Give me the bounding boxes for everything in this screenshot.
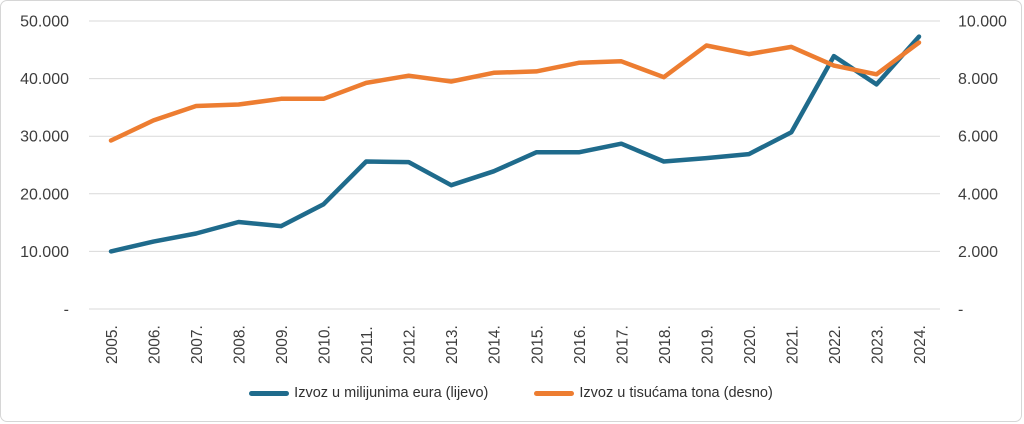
y-axis-tick-label-right: 10.000 [958, 14, 1007, 31]
y-axis-tick-label-right: - [958, 302, 963, 319]
x-axis-tick-label: 2006. [147, 325, 164, 364]
legend-entry-eura: Izvoz u milijunima eura (lijevo) [249, 385, 488, 401]
x-axis-tick-label: 2017. [614, 325, 631, 364]
y-axis-tick-label-right: 4.000 [958, 186, 998, 203]
x-axis-tick-label: 2009. [274, 325, 291, 364]
y-axis-tick-label-left: 10.000 [20, 244, 69, 261]
y-axis-tick-label-left: 40.000 [20, 71, 69, 88]
x-axis-tick-label: 2012. [402, 325, 419, 364]
y-axis-tick-label-left: 50.000 [20, 14, 69, 31]
x-axis-tick-label: 2011. [359, 326, 376, 364]
legend-entry-tona: Izvoz u tisućama tona (desno) [534, 385, 773, 401]
chart-legend: Izvoz u milijunima eura (lijevo) Izvoz u… [1, 385, 1021, 401]
x-axis-tick-label: 2005. [104, 325, 121, 364]
x-axis-tick-label: 2013. [444, 325, 461, 364]
series-line-tona [108, 40, 922, 143]
y-axis-tick-label-left: 30.000 [20, 129, 69, 146]
x-axis-tick-label: 2021. [784, 325, 801, 364]
legend-line-sample-orange [534, 390, 575, 396]
y-axis-tick-label-left: - [64, 302, 69, 319]
legend-line-sample-blue [249, 390, 290, 396]
legend-label-eura: Izvoz u milijunima eura (lijevo) [294, 385, 489, 401]
x-axis-tick-label: 2018. [657, 325, 674, 364]
y-axis-tick-label-right: 2.000 [958, 244, 998, 261]
y-axis-tick-label-left: 20.000 [20, 186, 69, 203]
x-axis-tick-label: 2008. [232, 325, 249, 364]
x-axis-tick-label: 2022. [827, 325, 844, 364]
x-axis-tick-label: 2014. [487, 325, 504, 364]
x-axis-tick-label: 2015. [529, 325, 546, 364]
x-axis-tick-label: 2020. [742, 325, 759, 364]
line-chart-plot-area: 50.000 10.000 40.000 8.000 30.000 6.000 20.000… [20, 14, 1007, 365]
y-axis-tick-label-right: 8.000 [958, 71, 998, 88]
y-axis-tick-label-right: 6.000 [958, 129, 998, 146]
legend-label-tona: Izvoz u tisućama tona (desno) [579, 385, 773, 401]
x-axis-tick-label: 2007. [189, 325, 206, 364]
x-axis-tick-label: 2010. [317, 325, 334, 364]
x-axis-tick-label: 2023. [869, 325, 886, 364]
x-axis-tick-label: 2024. [912, 325, 929, 364]
series-line-eura [108, 34, 922, 254]
x-axis-tick-label: 2019. [699, 325, 716, 364]
x-axis-tick-label: 2016. [572, 325, 589, 364]
